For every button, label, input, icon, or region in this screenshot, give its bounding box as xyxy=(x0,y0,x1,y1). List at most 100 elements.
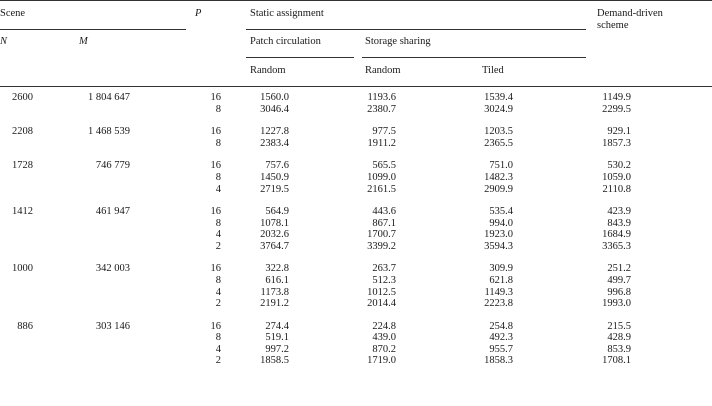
patch-random-cell: 274.4 xyxy=(265,321,289,332)
header-demand-driven: Demand-driven xyxy=(597,8,663,19)
scene-m-cell: 461 947 xyxy=(95,206,130,218)
p-cell: 2 xyxy=(215,298,221,309)
demand-cell: 1857.3 xyxy=(602,138,631,149)
storage-random-cell: 443.6 xyxy=(372,206,396,217)
patch-random-cell: 1450.9 xyxy=(260,172,289,183)
tiled-cell: 2365.5 xyxy=(484,138,513,149)
tiled-cell: 955.7 xyxy=(489,344,513,355)
demand-cell: 499.7 xyxy=(607,275,631,286)
p-cell: 8 xyxy=(215,218,221,229)
tiled-cell: 3594.3 xyxy=(484,241,513,252)
storage-random-cell: 1719.0 xyxy=(367,355,396,366)
storage-random-cell: 977.5 xyxy=(372,126,396,137)
demand-cell: 1684.9 xyxy=(602,229,631,240)
scene-m-cell: 1 804 647 xyxy=(88,92,130,103)
patch-random-cell: 1560.0 xyxy=(260,92,289,103)
demand-cell: 1059.0 xyxy=(602,172,631,183)
patch-random-cell: 2191.2 xyxy=(260,298,289,309)
p-cell: 8 xyxy=(215,275,221,286)
storage-random-cell: 3399.2 xyxy=(367,241,396,252)
storage-random-cell: 867.1 xyxy=(372,218,396,229)
storage-random-cell: 2380.7 xyxy=(367,104,396,115)
p-cell: 16 xyxy=(210,126,222,137)
patch-random-cell: 3764.7 xyxy=(260,241,289,252)
header-storage-sharing: Storage sharing xyxy=(365,36,431,47)
patch-random-cell: 997.2 xyxy=(265,344,289,355)
patch-random-cell: 1173.8 xyxy=(260,287,290,298)
storage-random-cell: 1700.7 xyxy=(367,229,396,240)
p-cell: 16 xyxy=(210,92,222,103)
header-patch-circulation: Patch circulation xyxy=(250,36,321,47)
scene-n-cell: 1000 xyxy=(12,263,33,275)
patch-random-cell: 1078.1 xyxy=(260,218,289,229)
tiled-cell: 1539.4 xyxy=(484,92,513,103)
storage-random-cell: 1911.2 xyxy=(367,138,397,149)
tiled-cell: 1858.3 xyxy=(484,355,513,366)
patch-random-cell: 757.6 xyxy=(265,160,289,171)
storage-random-cell: 870.2 xyxy=(372,344,396,355)
tiled-cell: 309.9 xyxy=(489,263,513,274)
patch-random-cell: 2383.4 xyxy=(260,138,289,149)
patch-random-cell: 519.1 xyxy=(265,332,289,343)
tiled-cell: 994.0 xyxy=(489,218,513,229)
patch-random-cell: 322.8 xyxy=(265,263,289,274)
demand-cell: 251.2 xyxy=(607,263,631,274)
p-cell: 4 xyxy=(215,287,221,298)
p-cell: 8 xyxy=(215,172,221,183)
storage-random-cell: 439.0 xyxy=(372,332,396,343)
p-cell: 8 xyxy=(215,332,221,343)
demand-cell: 1993.0 xyxy=(602,298,631,309)
storage-random-cell: 1099.0 xyxy=(367,172,396,183)
patch-random-cell: 564.9 xyxy=(265,206,289,217)
header-rule-storage xyxy=(362,57,586,58)
demand-cell: 853.9 xyxy=(607,344,631,355)
header-rule-scene xyxy=(0,29,186,30)
p-cell: 2 xyxy=(215,241,221,252)
header-m: M xyxy=(79,36,88,47)
header-random-storage: Random xyxy=(365,65,401,76)
storage-random-cell: 565.5 xyxy=(372,160,396,171)
header-p: P xyxy=(195,8,202,19)
tiled-cell: 492.3 xyxy=(489,332,513,343)
tiled-cell: 254.8 xyxy=(489,321,513,332)
p-cell: 4 xyxy=(215,184,221,195)
tiled-cell: 2223.8 xyxy=(484,298,513,309)
patch-random-cell: 1858.5 xyxy=(260,355,289,366)
demand-cell: 1708.1 xyxy=(602,355,631,366)
patch-random-cell: 3046.4 xyxy=(260,104,289,115)
storage-random-cell: 1012.5 xyxy=(367,287,396,298)
patch-random-cell: 2032.6 xyxy=(260,229,289,240)
scene-m-cell: 303 146 xyxy=(95,320,130,332)
demand-cell: 996.8 xyxy=(607,287,631,298)
patch-random-cell: 616.1 xyxy=(265,275,289,286)
header-n: N xyxy=(0,36,8,47)
p-cell: 16 xyxy=(210,321,222,332)
tiled-cell: 621.8 xyxy=(489,275,513,286)
p-cell: 4 xyxy=(215,229,221,240)
p-cell: 8 xyxy=(215,104,221,115)
scene-n-cell: 2600 xyxy=(12,92,33,103)
tiled-cell: 1482.3 xyxy=(484,172,513,183)
scene-n-cell: 1412 xyxy=(12,206,33,218)
p-cell: 2 xyxy=(215,355,221,366)
tiled-cell: 1923.0 xyxy=(484,229,513,240)
patch-random-cell: 1227.8 xyxy=(260,126,289,137)
demand-cell: 530.2 xyxy=(607,160,631,171)
header-random-patch: Random xyxy=(250,65,286,76)
tiled-cell: 2909.9 xyxy=(484,184,513,195)
demand-cell: 929.1 xyxy=(607,126,631,137)
header-scene: Scene xyxy=(0,8,26,19)
demand-cell: 2299.5 xyxy=(602,104,631,115)
demand-cell: 843.9 xyxy=(607,218,631,229)
tiled-cell: 535.4 xyxy=(489,206,513,217)
tiled-cell: 3024.9 xyxy=(484,104,513,115)
header-scheme: scheme xyxy=(597,20,629,31)
header-static-assignment: Static assignment xyxy=(250,8,324,19)
patch-random-cell: 2719.5 xyxy=(260,184,289,195)
header-rule-top xyxy=(0,0,712,1)
scene-n-cell: 2208 xyxy=(12,126,33,138)
demand-cell: 2110.8 xyxy=(602,184,632,195)
demand-cell: 3365.3 xyxy=(602,241,631,252)
storage-random-cell: 263.7 xyxy=(372,263,396,274)
demand-cell: 423.9 xyxy=(607,206,631,217)
